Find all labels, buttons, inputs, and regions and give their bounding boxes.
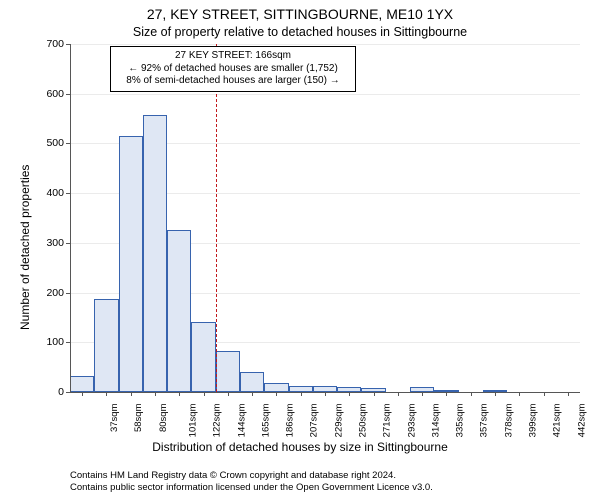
x-tick-label: 58sqm xyxy=(133,404,144,433)
annotation-box: 27 KEY STREET: 166sqm← 92% of detached h… xyxy=(110,46,356,92)
x-tick-label: 122sqm xyxy=(212,404,223,438)
grid-line xyxy=(70,44,580,45)
y-axis-label: Number of detached properties xyxy=(18,165,32,330)
x-tick-label: 207sqm xyxy=(309,404,320,438)
annotation-line: 27 KEY STREET: 166sqm xyxy=(116,50,350,63)
x-tick-label: 101sqm xyxy=(187,404,198,438)
attribution-text: Contains HM Land Registry data © Crown c… xyxy=(70,470,433,494)
histogram-bar xyxy=(191,322,215,392)
y-tick-label: 700 xyxy=(36,38,64,50)
y-tick-label: 100 xyxy=(36,336,64,348)
grid-line xyxy=(70,94,580,95)
x-tick-label: 271sqm xyxy=(382,404,393,438)
histogram-bar xyxy=(143,115,167,392)
x-tick-label: 314sqm xyxy=(430,404,441,438)
histogram-bar xyxy=(216,351,240,392)
y-tick-label: 200 xyxy=(36,287,64,299)
histogram-bar xyxy=(264,383,288,392)
y-tick-label: 300 xyxy=(36,237,64,249)
histogram-bar xyxy=(94,299,118,392)
x-tick-label: 378sqm xyxy=(503,404,514,438)
histogram-bar xyxy=(119,136,143,392)
x-axis-line xyxy=(70,392,580,393)
histogram-plot: 010020030040050060070037sqm58sqm80sqm101… xyxy=(70,44,580,392)
x-tick-label: 399sqm xyxy=(527,404,538,438)
page-title: 27, KEY STREET, SITTINGBOURNE, ME10 1YX xyxy=(0,6,600,23)
attribution-line: Contains HM Land Registry data © Crown c… xyxy=(70,470,433,482)
y-tick-label: 400 xyxy=(36,187,64,199)
y-tick-label: 600 xyxy=(36,88,64,100)
attribution-line: Contains public sector information licen… xyxy=(70,482,433,494)
y-axis-line xyxy=(70,44,71,392)
x-tick-label: 186sqm xyxy=(284,404,295,438)
x-tick-label: 421sqm xyxy=(552,404,563,438)
x-tick-label: 335sqm xyxy=(454,404,465,438)
annotation-line: ← 92% of detached houses are smaller (1,… xyxy=(116,63,350,76)
x-tick-label: 80sqm xyxy=(158,404,169,433)
histogram-bar xyxy=(70,376,94,392)
x-tick-label: 37sqm xyxy=(109,404,120,433)
y-tick-label: 500 xyxy=(36,137,64,149)
histogram-bar xyxy=(240,372,264,392)
x-tick-label: 250sqm xyxy=(357,404,368,438)
page-subtitle: Size of property relative to detached ho… xyxy=(0,25,600,40)
x-tick-label: 357sqm xyxy=(479,404,490,438)
x-tick-label: 165sqm xyxy=(260,404,271,438)
x-axis-label: Distribution of detached houses by size … xyxy=(0,440,600,454)
reference-line xyxy=(216,44,217,392)
x-tick-label: 442sqm xyxy=(576,404,587,438)
histogram-bar xyxy=(167,230,191,392)
x-tick-label: 229sqm xyxy=(333,404,344,438)
x-tick-label: 144sqm xyxy=(236,404,247,438)
y-tick-label: 0 xyxy=(36,386,64,398)
annotation-line: 8% of semi-detached houses are larger (1… xyxy=(116,75,350,88)
x-tick-label: 293sqm xyxy=(406,404,417,438)
